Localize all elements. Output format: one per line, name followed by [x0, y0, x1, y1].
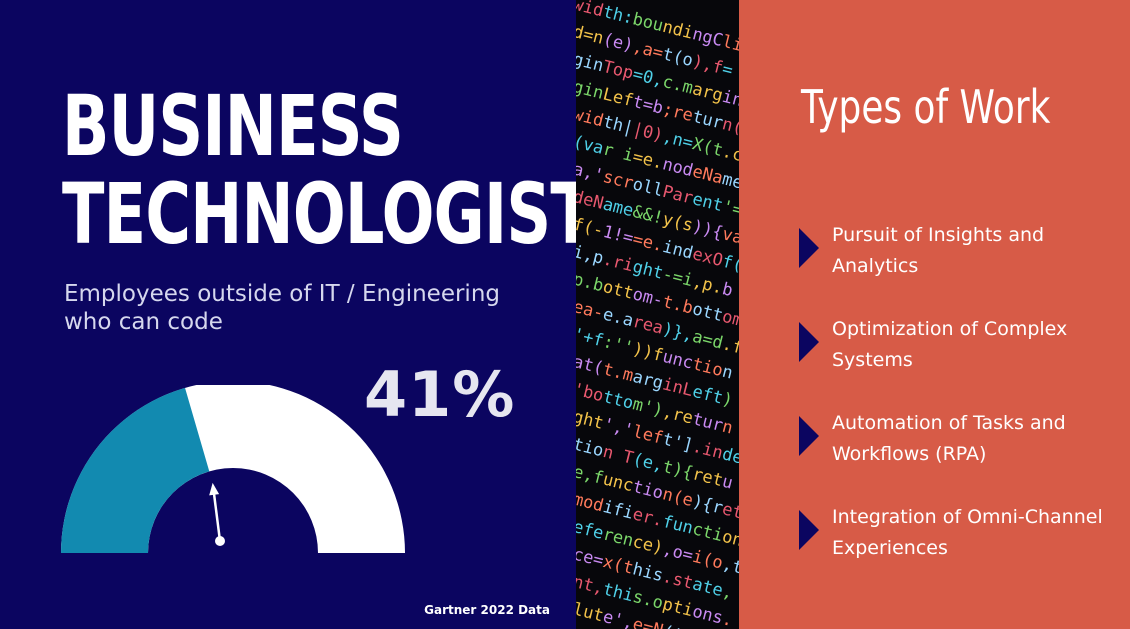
- code-line: ght','left'].inde: [576, 407, 739, 469]
- gauge-fill: [61, 387, 210, 553]
- gauge: [61, 385, 405, 553]
- code-line: ginLeft=b;return(: [576, 77, 739, 139]
- list-item: Optimization of Complex Systems: [799, 314, 1119, 408]
- headline-line-2: TECHNOLOGISTS: [62, 165, 637, 263]
- code-image: width:boundingClied=n(e),a=t(o),f=ginTop…: [576, 0, 739, 629]
- gauge-needle: [211, 487, 222, 542]
- list-item: Integration of Omni-Channel Experiences: [799, 502, 1119, 596]
- code-line: d=n(e),a=t(o),f=: [576, 22, 735, 81]
- gauge-needle-head: [209, 482, 220, 496]
- code-line: ce=x(this.state,: [576, 544, 735, 603]
- code-line: p.bottom-t.bottom: [576, 269, 739, 331]
- list-item-label: Pursuit of Insights and Analytics: [832, 224, 1045, 277]
- headline-line-1: BUSINESS: [62, 77, 404, 175]
- code-line: deName&&!y(s)){var: [576, 187, 739, 251]
- code-line: eference),o=i(o,t: [576, 517, 739, 579]
- code-line: i,p.right-=i,p.b: [576, 242, 735, 301]
- code-line: at(t.marginLeft): [576, 352, 735, 411]
- types-of-work-title: Types of Work: [801, 80, 1051, 134]
- code-line: nt,this.options.: [576, 572, 735, 629]
- code-line: ginTop=0,c.marginL: [576, 49, 739, 113]
- list-item-label: Integration of Omni-Channel Experiences: [832, 506, 1103, 559]
- list-item-label: Optimization of Complex Systems: [832, 318, 1068, 371]
- list-item: Automation of Tasks and Workflows (RPA): [799, 408, 1119, 502]
- list-item: Pursuit of Insights and Analytics: [799, 220, 1119, 314]
- chevron-right-icon: [799, 510, 819, 550]
- code-line: tion T(e,t){retu: [576, 434, 735, 493]
- code-line: a,'scrollParent'=: [576, 159, 739, 221]
- code-line: modifier.function: [576, 489, 739, 551]
- types-of-work-list: Pursuit of Insights and Analytics Optimi…: [799, 220, 1119, 596]
- chevron-right-icon: [799, 228, 819, 268]
- code-line: e,function(e){ret: [576, 462, 739, 524]
- code-line: '+f:''))function: [576, 324, 735, 383]
- stat-value: 41%: [364, 358, 516, 431]
- code-line: width||0),n=X(t.cl: [576, 104, 739, 168]
- code-line: (var i=e.nodeName: [576, 132, 739, 194]
- source-note: Gartner 2022 Data: [424, 603, 550, 617]
- chevron-right-icon: [799, 322, 819, 362]
- code-image-art: width:boundingClied=n(e),a=t(o),f=ginTop…: [576, 0, 739, 629]
- left-panel: BUSINESS TECHNOLOGISTS Employees outside…: [61, 77, 637, 617]
- subtitle: Employees outside of IT / Engineering wh…: [64, 281, 500, 335]
- right-panel: Types of Work Pursuit of Insights and An…: [739, 0, 1130, 629]
- code-line: ea-e.area)},a=d.fi: [576, 297, 739, 361]
- list-item-label: Automation of Tasks and Workflows (RPA): [832, 412, 1066, 465]
- code-line: lute',e=N(this: [576, 599, 715, 629]
- gauge-pivot: [215, 536, 225, 546]
- chevron-right-icon: [799, 416, 819, 456]
- code-line: width:boundingClie: [576, 0, 739, 59]
- code-line: 'bottom'),return: [576, 379, 735, 438]
- code-line: f(-1!==e.indexOf(: [576, 214, 739, 276]
